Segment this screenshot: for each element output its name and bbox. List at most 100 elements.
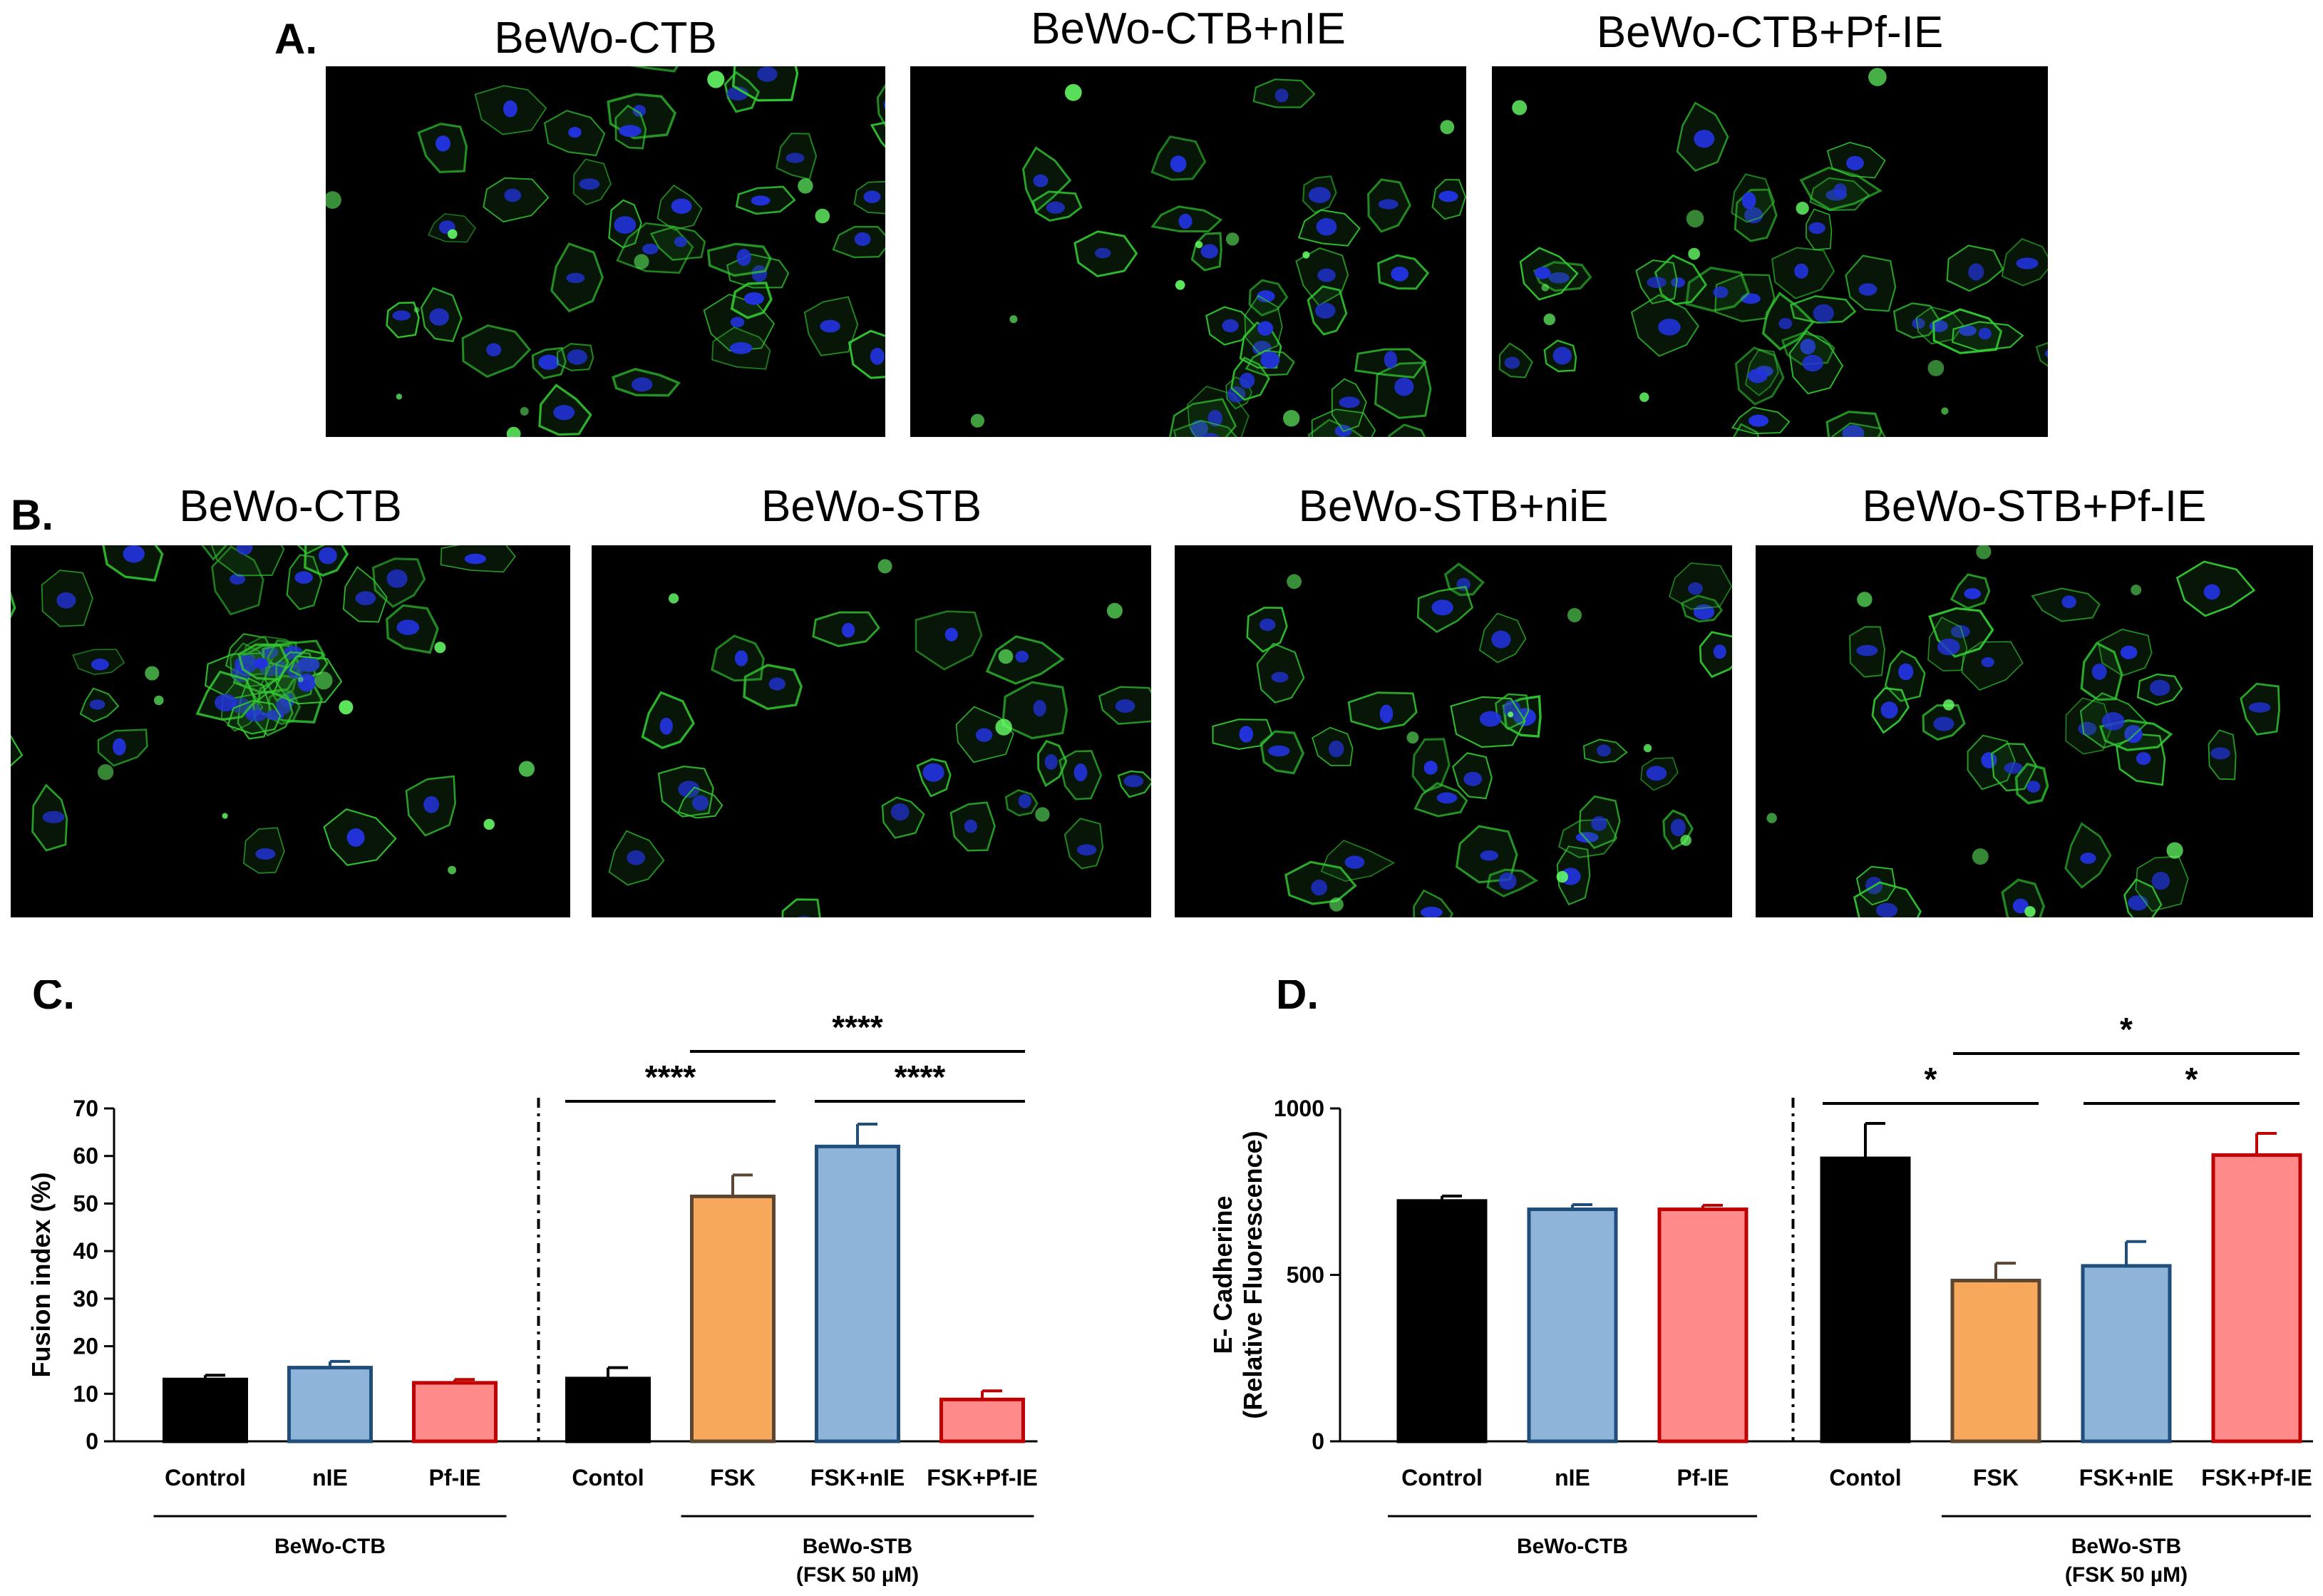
bright-spot — [798, 178, 813, 194]
cell-nucleus — [1308, 187, 1331, 203]
cell-nucleus — [883, 100, 885, 110]
cell-nucleus — [1423, 761, 1438, 775]
micrograph-canvas — [1175, 545, 1732, 917]
bright-spot — [413, 307, 420, 313]
cell-membrane — [1173, 419, 1237, 437]
cell-nucleus — [2061, 595, 2076, 609]
cell-nucleus — [751, 265, 768, 282]
bright-spot — [339, 700, 354, 715]
cell-nucleus — [674, 236, 687, 247]
cell-nucleus — [1850, 435, 1862, 437]
cell-nucleus — [1384, 351, 1398, 369]
cell-nucleus — [890, 803, 910, 821]
bar — [1950, 1278, 2041, 1443]
y-tick-label: 40 — [73, 1238, 98, 1264]
micrograph-background — [1756, 545, 2313, 917]
bright-spot — [998, 649, 1014, 664]
cell-nucleus — [1548, 272, 1570, 284]
cell-nucleus — [1046, 201, 1065, 214]
cell-nucleus — [1713, 286, 1729, 299]
cell-nucleus — [1937, 638, 1960, 656]
cell-nucleus — [734, 650, 748, 666]
cell-membrane — [102, 545, 164, 582]
cell-nucleus — [1802, 354, 1823, 372]
significance-label: * — [2120, 1011, 2133, 1048]
panel-a-image-3 — [1492, 66, 2048, 437]
cell-nucleus — [1239, 372, 1255, 388]
group-sublabel: (FSK 50 µM) — [2065, 1563, 2188, 1587]
bright-spot — [1796, 202, 1809, 215]
cell-nucleus — [538, 354, 560, 370]
cell-nucleus — [1328, 740, 1344, 758]
y-axis-label: E- Cadherine — [1208, 1195, 1237, 1354]
bright-spot — [1643, 743, 1652, 753]
cell-nucleus — [1856, 644, 1878, 657]
cell-nucleus — [642, 243, 659, 254]
cell-membrane — [1388, 423, 1426, 437]
x-tick-label: FSK — [1973, 1465, 2019, 1491]
cell-nucleus — [1800, 339, 1816, 355]
cell-nucleus — [2044, 349, 2048, 358]
cell-nucleus — [1317, 268, 1336, 282]
cell-nucleus — [423, 796, 439, 813]
cell-nucleus — [236, 545, 253, 555]
significance-label: **** — [832, 1009, 883, 1046]
bright-spot — [448, 865, 456, 875]
cell-nucleus — [1842, 425, 1865, 437]
cell-nucleus — [1933, 716, 1954, 731]
panel-a-title-3: BeWo-CTB+Pf-IE — [1596, 8, 1944, 57]
bar — [2211, 1153, 2302, 1443]
chart-letter: D. — [1276, 980, 1319, 1018]
cell-nucleus — [386, 569, 408, 588]
cell-nucleus — [632, 105, 647, 117]
cell-membrane — [1169, 398, 1237, 437]
cell-nucleus — [504, 188, 522, 202]
cell-nucleus — [2101, 712, 2125, 731]
bar — [1657, 1208, 1748, 1443]
cell-nucleus — [245, 709, 267, 722]
cell-nucleus — [1713, 644, 1726, 659]
bright-spot — [1035, 807, 1050, 822]
bright-spot — [314, 671, 333, 690]
cell-nucleus — [89, 699, 105, 710]
cell-nucleus — [1076, 844, 1097, 855]
cell-nucleus — [1094, 247, 1111, 259]
cell-nucleus — [2151, 871, 2170, 890]
significance-label: **** — [645, 1059, 696, 1096]
cell-nucleus — [1033, 174, 1049, 187]
micrograph-canvas — [910, 66, 1466, 437]
cell-nucleus — [1033, 699, 1046, 717]
y-tick-label: 0 — [1312, 1428, 1324, 1454]
bright-spot — [1927, 360, 1945, 376]
bright-spot — [1857, 592, 1873, 607]
cell-nucleus — [1912, 318, 1925, 329]
cell-nucleus — [1227, 386, 1246, 403]
bright-spot — [326, 191, 341, 209]
bright-spot — [1567, 608, 1582, 622]
cell-nucleus — [1239, 726, 1254, 743]
cell-membrane — [1831, 422, 1886, 437]
micrograph-background — [326, 66, 885, 437]
chart-c: C. 0 10 20 30 40 50 60 70 Fusion index (%) Control… — [26, 980, 1038, 1587]
cell-nucleus — [1647, 277, 1667, 288]
cell-nucleus — [1378, 199, 1399, 210]
cell-nucleus — [1260, 618, 1276, 632]
cell-nucleus — [796, 916, 811, 917]
bright-spot — [1976, 545, 1992, 560]
cell-membrane — [1853, 881, 1922, 917]
cell-nucleus — [392, 310, 411, 321]
group-label: BeWo-STB — [803, 1535, 912, 1558]
cell-nucleus — [1978, 327, 1992, 340]
bright-spot — [1329, 897, 1344, 912]
bright-spot — [634, 254, 649, 269]
cell-nucleus — [1744, 207, 1763, 224]
cell-nucleus — [627, 850, 646, 865]
cell-nucleus — [619, 125, 642, 138]
cell-nucleus — [1503, 699, 1521, 719]
cell-nucleus — [975, 728, 993, 742]
cell-nucleus — [1257, 290, 1275, 303]
cell-nucleus — [736, 249, 751, 267]
y-axis-label: Fusion index (%) — [26, 1173, 56, 1378]
cell-nucleus — [922, 763, 944, 782]
cell-nucleus — [1431, 599, 1453, 616]
